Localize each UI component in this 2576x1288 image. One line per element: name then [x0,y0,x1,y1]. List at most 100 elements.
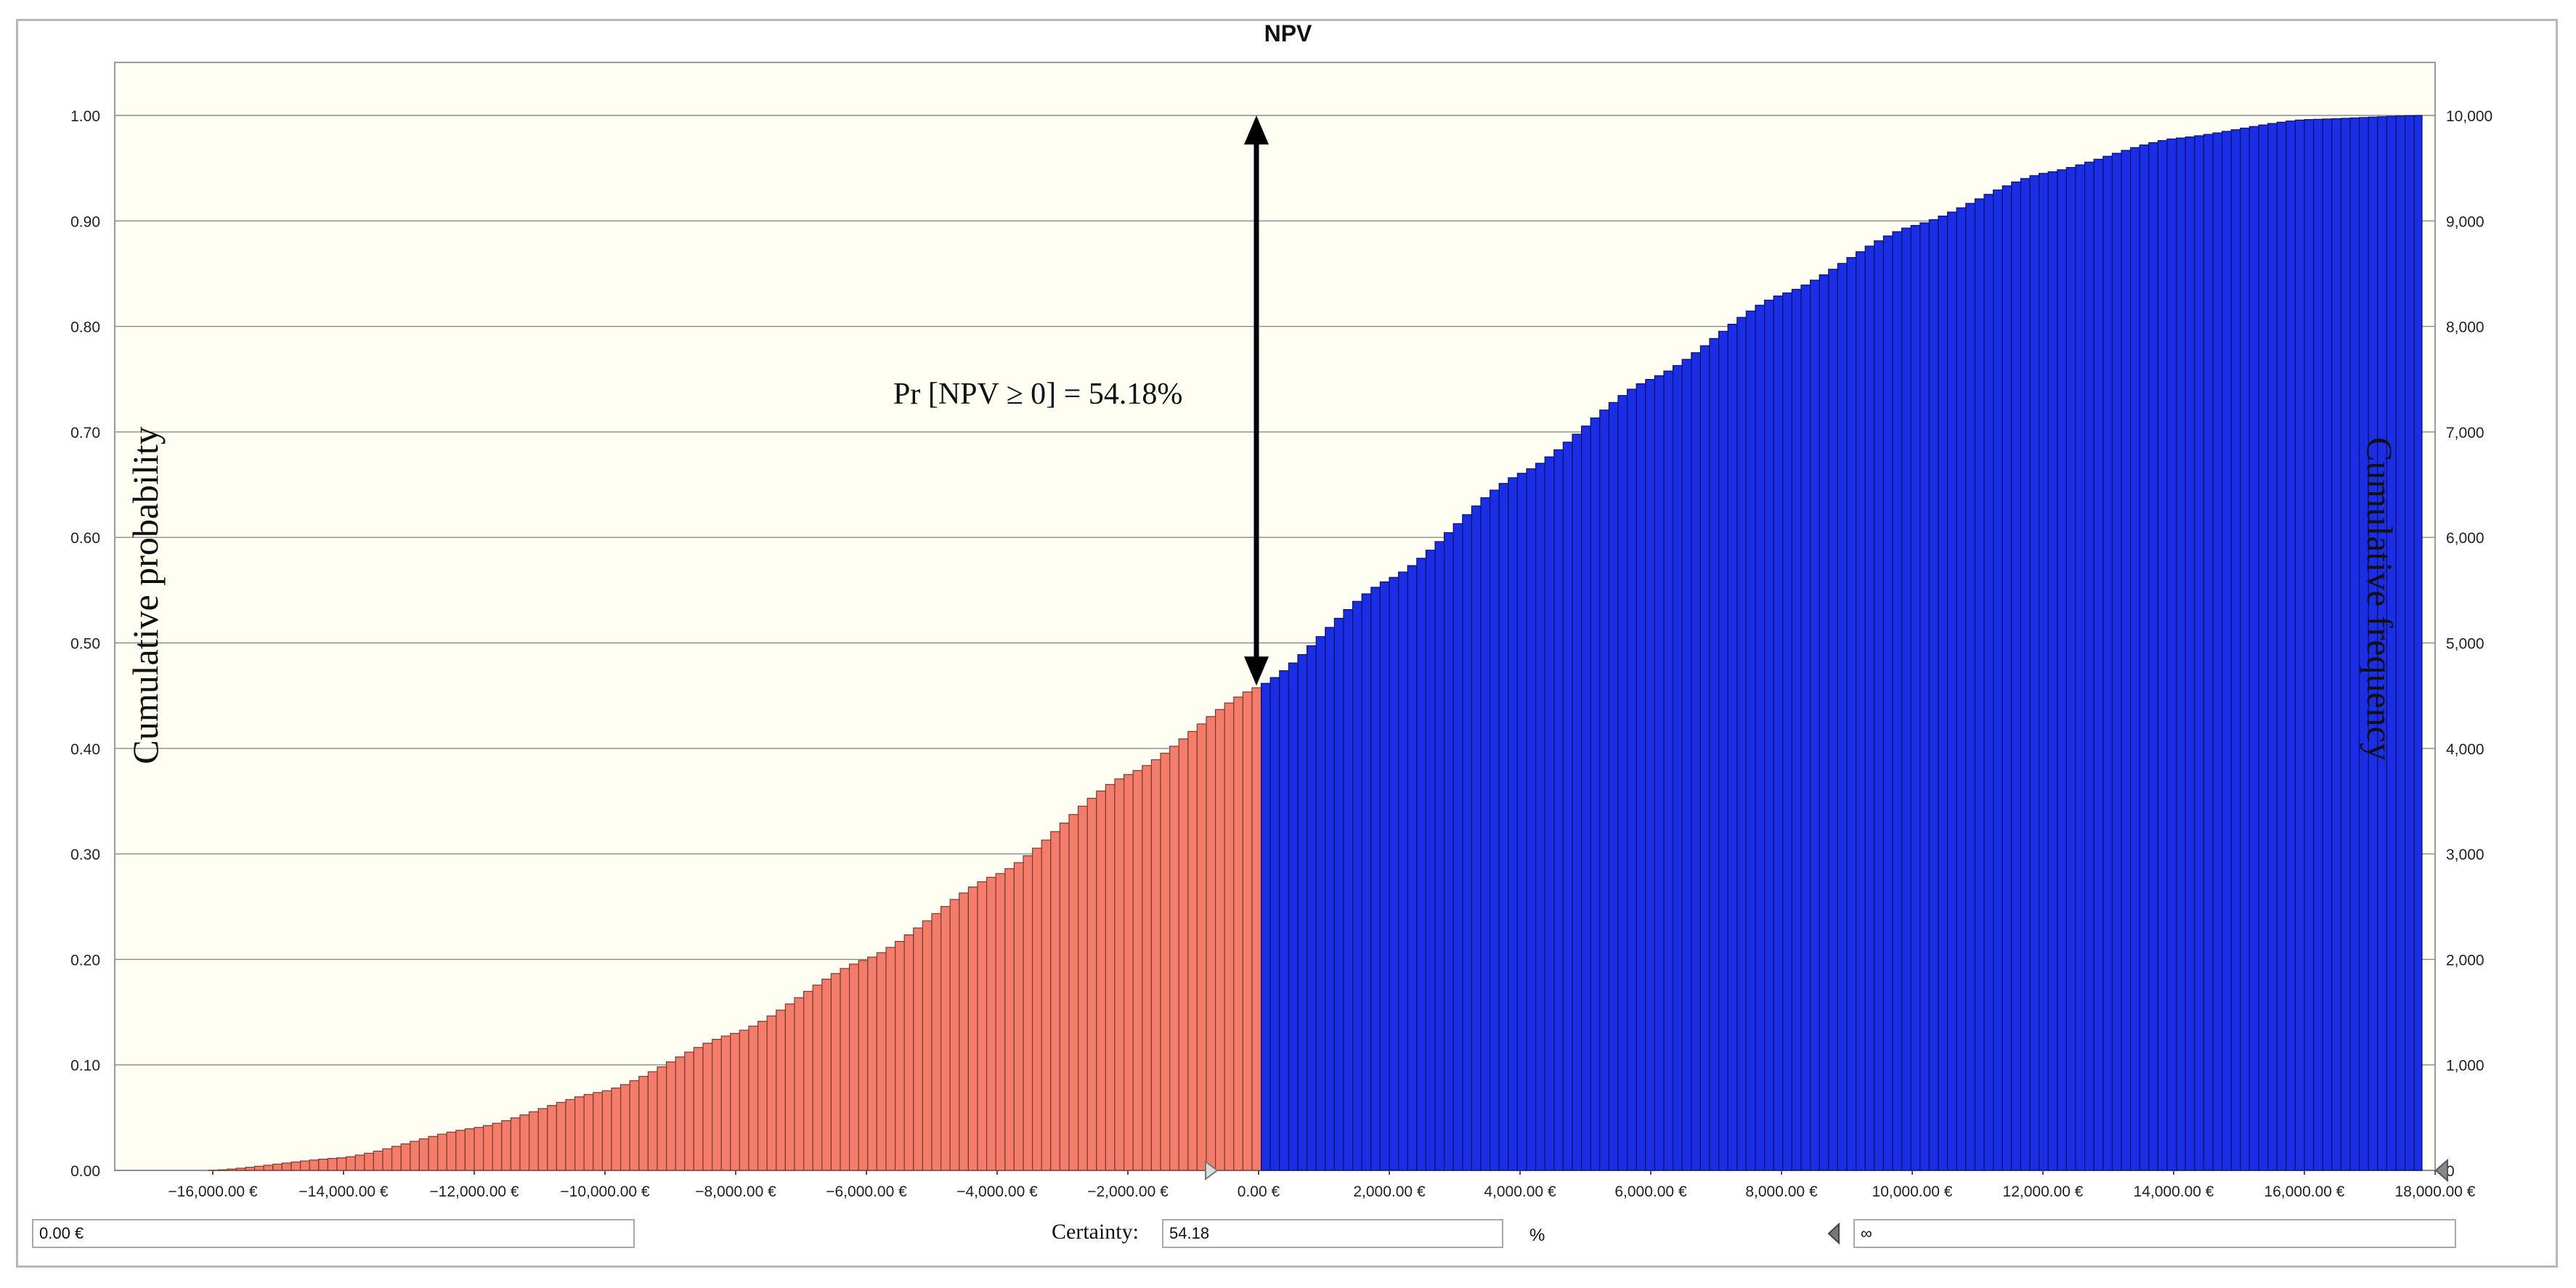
histogram-bar [748,1025,759,1171]
histogram-bar [858,960,869,1171]
histogram-bar [1407,565,1418,1171]
histogram-bar [1004,868,1015,1171]
histogram-bar [665,1061,676,1171]
histogram-bar [2322,118,2333,1171]
histogram-bar [391,1146,402,1171]
histogram-bar [410,1141,420,1171]
x-tick-label: 4,000.00 € [1484,1183,1556,1200]
histogram-bar [776,1009,787,1171]
y-right-tick-label: 0 [2446,1163,2455,1180]
histogram-bar [327,1157,338,1171]
histogram-bar [1882,235,1893,1171]
histogram-bar [1938,216,1949,1171]
histogram-bar [2331,118,2342,1171]
histogram-bar [1736,317,1747,1171]
histogram-bar [803,990,813,1171]
histogram-bar [2240,127,2251,1171]
histogram-bar [986,876,996,1171]
right-slider-handle[interactable] [2434,1158,2448,1183]
histogram-bar [766,1015,777,1171]
histogram-bar [2011,182,2022,1171]
histogram-bar [1132,770,1143,1171]
histogram-bar [2258,124,2269,1171]
histogram-bar [1114,778,1125,1171]
histogram-bar [464,1128,475,1171]
histogram-bar [1828,269,1839,1171]
histogram-bar [1013,862,1024,1171]
histogram-bar [519,1114,530,1171]
histogram-bar [711,1038,722,1171]
right-field-arrow-icon[interactable] [1827,1223,1842,1244]
histogram-bar [1608,402,1619,1171]
histogram-bar [1352,600,1362,1171]
histogram-bar [1993,189,2003,1171]
left-value-field[interactable]: 0.00 € [32,1219,635,1248]
histogram-bar [894,941,905,1171]
histogram-bar [565,1099,576,1171]
histogram-bar [2102,155,2113,1171]
histogram-bar [2065,167,2076,1171]
histogram-bar [720,1035,731,1171]
histogram-bar [2304,119,2315,1171]
histogram-bar [1242,691,1253,1171]
histogram-bar [1343,608,1354,1171]
histogram-bar [1645,379,1656,1171]
histogram-bar [1800,284,1811,1171]
histogram-bar [959,892,970,1171]
left-slider-handle[interactable] [1205,1160,1219,1181]
certainty-input[interactable]: 54.18 [1162,1219,1503,1248]
histogram-bar [1068,814,1079,1171]
histogram-bar [455,1130,466,1171]
right-axis-ticks: 0 1,000 2,000 3,000 4,000 5,000 6,000 7,000 8,00… [2446,108,2492,1180]
histogram-bar [418,1138,429,1171]
histogram-bar [1663,370,1674,1171]
y-left-tick-label: 0.90 [70,213,100,230]
histogram-bar [1856,251,1866,1171]
x-axis-ticks: −16,000.00 € −14,000.00 € −12,000.00 € −10,… [168,1170,2476,1200]
histogram-bar [1910,224,1921,1171]
y-left-tick-label: 0.30 [70,847,100,863]
x-tick-label: 14,000.00 € [2134,1183,2214,1200]
histogram-bar [2075,164,2086,1171]
y-left-tick-label: 0.20 [70,952,100,969]
histogram-bar [1425,550,1436,1171]
histogram-bar [784,1003,795,1171]
histogram-bar [309,1159,320,1171]
histogram-bar [830,973,841,1171]
histogram-bar [1773,295,1784,1171]
left-axis-title: Cumulative probability [125,426,166,764]
y-left-tick-label: 0.60 [70,530,100,547]
histogram-bar [794,997,805,1171]
histogram-bar [757,1021,768,1171]
histogram-bar [1105,783,1116,1171]
histogram-bar [2222,131,2232,1171]
histogram-bar [1654,375,1665,1171]
histogram-bar [1699,345,1710,1171]
histogram-bar [1947,211,1957,1171]
histogram-bar [730,1032,740,1171]
histogram-bar [436,1133,447,1171]
histogram-bar [537,1108,548,1171]
histogram-bar [1370,587,1381,1171]
y-right-tick-label: 4,000 [2446,741,2484,758]
histogram-bar [1023,855,1033,1171]
histogram-bar [1764,299,1774,1171]
y-right-tick-label: 1,000 [2446,1058,2484,1075]
histogram-bar [2413,115,2423,1171]
histogram-bar [281,1162,292,1171]
histogram-bar [1325,627,1336,1171]
x-tick-label: −2,000.00 € [1087,1183,1169,1200]
histogram-bar [1306,645,1317,1171]
histogram-bar [693,1047,704,1171]
histogram-bar [2286,121,2296,1171]
certainty-label: Certainty: [1052,1220,1139,1244]
right-value-field[interactable]: ∞ [1853,1219,2456,1248]
histogram-bar [848,963,859,1171]
histogram-bar [1919,222,1930,1171]
histogram-bar [629,1080,640,1171]
arrow-up-icon [1244,115,1269,144]
right-axis-title: Cumulative frequency [2360,437,2400,761]
arrow-down-icon [1244,656,1269,686]
histogram-bar [601,1090,612,1171]
histogram-bar [382,1148,393,1171]
